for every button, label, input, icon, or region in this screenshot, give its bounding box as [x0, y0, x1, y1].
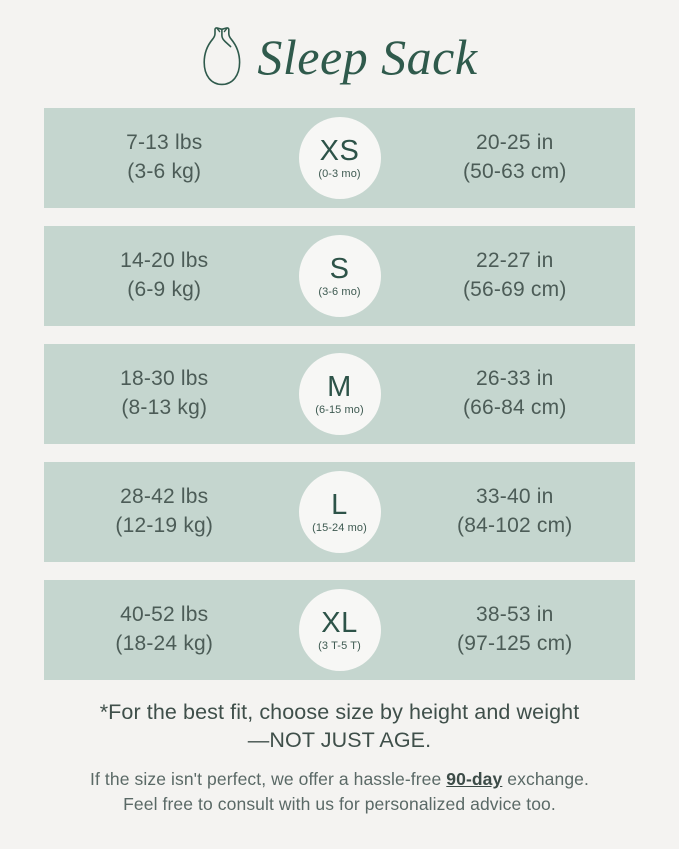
size-age-range: (6-15 mo) — [315, 403, 364, 416]
exchange-note-before: If the size isn't perfect, we offer a ha… — [90, 768, 447, 789]
size-badge-cell: L (15-24 mo) — [285, 471, 395, 553]
height-secondary: (84-102 cm) — [457, 514, 573, 537]
fit-advice-line1: *For the best fit, choose size by height… — [99, 700, 580, 724]
size-badge: M (6-15 mo) — [298, 353, 381, 435]
weight-primary: 40-52 lbs — [120, 603, 209, 627]
weight-secondary: (12-19 kg) — [115, 514, 214, 537]
weight-secondary: (6-9 kg) — [127, 278, 202, 301]
height-cell: 33-40 in (84-102 cm) — [395, 483, 636, 541]
weight-cell: 14-20 lbs (6-9 kg) — [44, 247, 285, 305]
size-badge: XS (0-3 mo) — [298, 117, 381, 199]
height-cell: 22-27 in (56-69 cm) — [395, 247, 636, 305]
size-letter: XL — [321, 606, 358, 639]
exchange-note: If the size isn't perfect, we offer a ha… — [26, 767, 653, 817]
consult-note: Feel free to consult with us for persona… — [123, 793, 556, 814]
height-secondary: (50-63 cm) — [462, 160, 567, 183]
height-primary: 38-53 in — [476, 603, 554, 627]
sleep-sack-icon — [203, 27, 241, 86]
size-rows: 7-13 lbs (3-6 kg) XS (0-3 mo) 20-25 in (… — [0, 108, 679, 680]
height-secondary: (66-84 cm) — [462, 396, 567, 419]
height-secondary: (97-125 cm) — [457, 632, 573, 655]
footer: *For the best fit, choose size by height… — [0, 680, 679, 816]
weight-primary: 18-30 lbs — [120, 367, 209, 391]
weight-cell: 40-52 lbs (18-24 kg) — [44, 601, 285, 659]
size-badge-cell: XS (0-3 mo) — [285, 117, 395, 199]
size-badge-cell: M (6-15 mo) — [285, 353, 395, 435]
size-letter: S — [329, 252, 350, 285]
size-age-range: (3-6 mo) — [318, 285, 361, 298]
size-letter: XS — [319, 134, 360, 167]
weight-primary: 14-20 lbs — [120, 249, 209, 273]
size-badge: S (3-6 mo) — [298, 235, 381, 317]
height-cell: 38-53 in (97-125 cm) — [395, 601, 636, 659]
weight-cell: 28-42 lbs (12-19 kg) — [44, 483, 285, 541]
page-header: Sleep Sack — [0, 0, 679, 108]
height-primary: 33-40 in — [476, 485, 554, 509]
size-badge-cell: S (3-6 mo) — [285, 235, 395, 317]
size-age-range: (0-3 mo) — [318, 167, 361, 180]
exchange-note-line1: If the size isn't perfect, we offer a ha… — [90, 769, 589, 789]
height-primary: 26-33 in — [476, 367, 554, 391]
page-title: Sleep Sack — [257, 29, 478, 85]
weight-primary: 28-42 lbs — [120, 485, 209, 509]
exchange-note-after: exchange. — [502, 768, 589, 789]
size-badge: XL (3 T-5 T) — [298, 589, 381, 671]
size-age-range: (3 T-5 T) — [318, 639, 361, 652]
height-cell: 20-25 in (50-63 cm) — [395, 129, 636, 187]
size-badge: L (15-24 mo) — [298, 471, 381, 553]
fit-advice: *For the best fit, choose size by height… — [26, 698, 653, 755]
height-primary: 22-27 in — [476, 249, 554, 273]
size-age-range: (15-24 mo) — [312, 521, 367, 534]
table-row: 40-52 lbs (18-24 kg) XL (3 T-5 T) 38-53 … — [44, 580, 635, 680]
table-row: 18-30 lbs (8-13 kg) M (6-15 mo) 26-33 in… — [44, 344, 635, 444]
weight-secondary: (3-6 kg) — [127, 160, 202, 183]
weight-cell: 7-13 lbs (3-6 kg) — [44, 129, 285, 187]
weight-secondary: (8-13 kg) — [121, 396, 208, 419]
height-secondary: (56-69 cm) — [462, 278, 567, 301]
table-row: 28-42 lbs (12-19 kg) L (15-24 mo) 33-40 … — [44, 462, 635, 562]
table-row: 7-13 lbs (3-6 kg) XS (0-3 mo) 20-25 in (… — [44, 108, 635, 208]
weight-primary: 7-13 lbs — [126, 131, 203, 155]
fit-advice-line2: —NOT JUST AGE. — [247, 728, 432, 753]
weight-cell: 18-30 lbs (8-13 kg) — [44, 365, 285, 423]
height-cell: 26-33 in (66-84 cm) — [395, 365, 636, 423]
size-badge-cell: XL (3 T-5 T) — [285, 589, 395, 671]
size-letter: M — [327, 370, 352, 403]
exchange-period: 90-day — [446, 768, 503, 789]
height-primary: 20-25 in — [476, 131, 554, 155]
table-row: 14-20 lbs (6-9 kg) S (3-6 mo) 22-27 in (… — [44, 226, 635, 326]
size-letter: L — [331, 488, 348, 521]
weight-secondary: (18-24 kg) — [115, 632, 214, 655]
